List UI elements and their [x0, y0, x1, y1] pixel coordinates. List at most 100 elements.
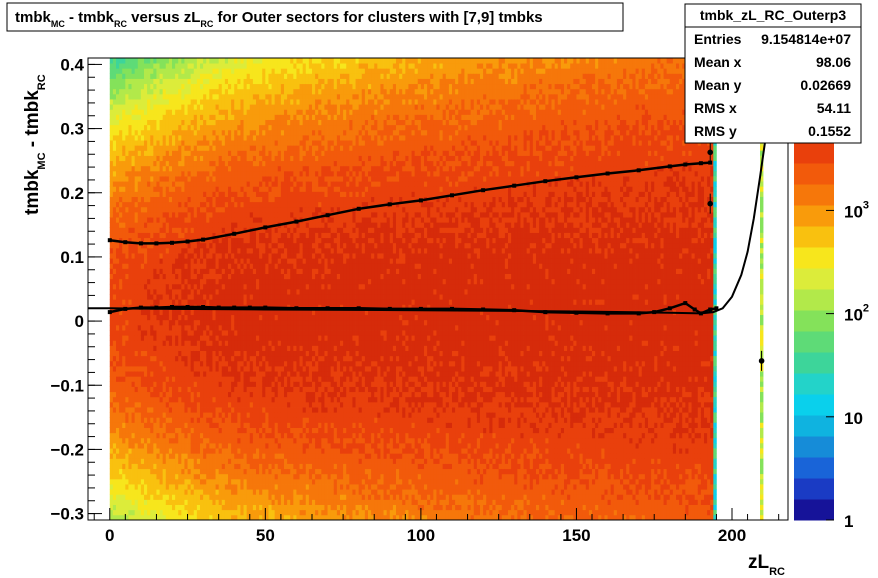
heatmap-cell [150, 468, 154, 475]
heatmap-cell [193, 88, 198, 95]
heatmap-cell [228, 494, 232, 500]
heatmap-cell [209, 88, 213, 95]
heatmap-cell [112, 381, 117, 387]
heatmap-cell [252, 401, 257, 408]
heatmap-cell [271, 88, 276, 95]
heatmap-cell [240, 170, 244, 177]
heatmap-cell [221, 509, 226, 516]
heatmap-cell [125, 453, 129, 459]
heatmap-cell [190, 350, 195, 357]
heatmap-cell [119, 514, 123, 521]
heatmap-cell [243, 422, 248, 428]
heatmap-cell [153, 489, 157, 495]
heatmap-cell [240, 360, 244, 367]
heatmap-cell [237, 448, 241, 454]
heatmap-cell [131, 458, 136, 464]
heatmap-cell [206, 170, 210, 177]
heatmap-cell [240, 514, 244, 521]
heatmap-cell [131, 283, 136, 290]
heatmap-cell [262, 407, 266, 413]
heatmap-cell [144, 484, 148, 490]
heatmap-cell [265, 401, 269, 408]
heatmap-cell [246, 242, 251, 249]
heatmap-cell [268, 366, 272, 372]
heatmap-cell [162, 294, 167, 300]
heatmap-cell [159, 63, 164, 69]
heatmap-cell [134, 401, 139, 408]
heatmap-cell [240, 432, 244, 439]
heatmap-cell [119, 145, 123, 151]
heatmap-cell [237, 376, 241, 382]
heatmap-cell [265, 93, 269, 100]
heatmap-cell [137, 237, 142, 244]
heatmap-cell [187, 206, 192, 213]
heatmap-cell [159, 88, 164, 95]
heatmap-cell [137, 391, 142, 398]
heatmap-cell [252, 371, 257, 377]
heatmap-cell [196, 350, 201, 357]
heatmap-cell [259, 463, 263, 470]
heatmap-cell [159, 437, 164, 444]
heatmap-cell [125, 504, 129, 511]
heatmap-cell [150, 212, 154, 218]
heatmap-cell [150, 294, 154, 300]
heatmap-cell [256, 386, 260, 393]
heatmap-cell [162, 222, 167, 228]
heatmap-cell [109, 109, 114, 115]
heatmap-cell [212, 391, 216, 398]
heatmap-cell [246, 443, 251, 449]
heatmap-cell [200, 289, 204, 295]
heatmap-cell [231, 268, 235, 274]
heatmap-cell [240, 129, 244, 136]
heatmap-cell [134, 386, 139, 393]
heatmap-cell [221, 278, 226, 285]
heatmap-cell [200, 227, 204, 233]
heatmap-cell [221, 443, 226, 449]
heatmap-cell [134, 78, 139, 85]
heatmap-cell [131, 509, 136, 516]
heatmap-cell [249, 206, 254, 213]
heatmap-cell [249, 68, 254, 74]
heatmap-cell [212, 68, 216, 74]
heatmap-cell [271, 458, 276, 464]
heatmap-cell [140, 206, 145, 213]
heatmap-cell [165, 232, 170, 239]
heatmap-cell [134, 165, 139, 172]
heatmap-cell [271, 232, 276, 239]
heatmap-cell [168, 160, 173, 167]
heatmap-cell [249, 222, 254, 228]
heatmap-cell [277, 499, 282, 505]
heatmap-cell [184, 473, 188, 480]
heatmap-cell [215, 196, 220, 203]
heatmap-cell [175, 109, 179, 115]
heatmap-cell [193, 119, 198, 126]
heatmap-cell [271, 237, 276, 244]
heatmap-cell [193, 504, 198, 511]
heatmap-cell [172, 104, 176, 110]
heatmap-cell [221, 247, 226, 254]
heatmap-cell [234, 422, 238, 428]
heatmap-cell [140, 227, 145, 233]
heatmap-cell [137, 247, 142, 254]
heatmap-cell [112, 417, 117, 423]
heatmap-cell [224, 263, 229, 269]
heatmap-cell [256, 263, 260, 269]
heatmap-cell [243, 294, 248, 300]
heatmap-cell [156, 324, 160, 331]
heatmap-cell [116, 150, 120, 156]
heatmap-cell [243, 145, 248, 151]
heatmap-cell [259, 222, 263, 228]
heatmap-cell [175, 124, 179, 131]
heatmap-cell [234, 391, 238, 398]
heatmap-cell [221, 514, 226, 521]
heatmap-cell [249, 448, 254, 454]
heatmap-cell [218, 253, 223, 259]
heatmap-cell [131, 104, 136, 110]
heatmap-cell [256, 145, 260, 151]
heatmap-cell [137, 340, 142, 346]
heatmap-cell [252, 443, 257, 449]
heatmap-cell [252, 289, 257, 295]
heatmap-cell [184, 443, 188, 449]
heatmap-cell [243, 217, 248, 223]
heatmap-cell [203, 391, 207, 398]
